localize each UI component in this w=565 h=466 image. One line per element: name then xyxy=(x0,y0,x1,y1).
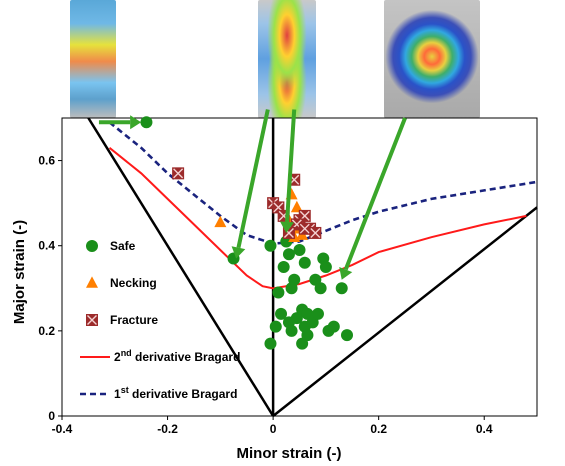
x-tick-label: -0.4 xyxy=(52,422,73,436)
fracture-point-0 xyxy=(172,167,185,180)
safe-point-31 xyxy=(311,307,324,320)
legend-item-4: 1st derivative Bragard xyxy=(80,385,237,401)
legend-marker-2 xyxy=(86,314,98,326)
y-tick-label: 0.6 xyxy=(38,154,55,168)
arrow-to-plane-strain xyxy=(231,109,270,259)
legend-item-1: Necking xyxy=(86,276,157,290)
safe-point-25 xyxy=(264,337,277,350)
safe-point-18 xyxy=(314,282,327,295)
fracture-point-10 xyxy=(309,226,322,239)
safe-point-7 xyxy=(282,248,295,261)
legend-label-1: Necking xyxy=(110,276,157,290)
y-tick-label: 0 xyxy=(48,409,55,423)
legend-label-0: Safe xyxy=(110,239,136,253)
x-tick-label: 0.2 xyxy=(370,422,387,436)
safe-point-9 xyxy=(288,273,301,286)
safe-point-4 xyxy=(275,307,288,320)
safe-point-23 xyxy=(335,282,348,295)
safe-point-24 xyxy=(341,329,353,342)
specimen-photo-dome xyxy=(384,0,480,118)
x-tick-label: 0.4 xyxy=(476,422,493,436)
legend-marker-1 xyxy=(86,276,98,288)
y-axis-label: Major strain (-) xyxy=(11,220,28,324)
arrow-to-necking-group xyxy=(280,109,297,233)
arrow-to-safe-point xyxy=(98,115,142,130)
safe-point-5 xyxy=(277,261,290,273)
safe-point-11 xyxy=(298,256,311,269)
safe-point-28 xyxy=(285,324,298,337)
safe-point-30 xyxy=(301,329,314,342)
x-tick-label: -0.2 xyxy=(157,422,178,436)
legend-label-3: 2nd derivative Bragard xyxy=(114,348,240,364)
safe-point-20 xyxy=(319,261,332,273)
series-line-3 xyxy=(108,147,527,290)
legend-item-3: 2nd derivative Bragard xyxy=(80,348,240,364)
x-axis-label: Minor strain (-) xyxy=(237,445,342,462)
specimen-photo-narrow xyxy=(70,0,116,118)
safe-point-10 xyxy=(293,243,306,256)
safe-point-2 xyxy=(264,239,277,252)
safe-point-26 xyxy=(269,320,282,333)
x-tick-label: 0 xyxy=(270,422,277,436)
arrow-to-biaxial xyxy=(339,117,407,280)
legend-label-4: 1st derivative Bragard xyxy=(114,385,237,401)
right-limit-line xyxy=(272,206,538,417)
y-tick-label: 0.4 xyxy=(38,239,55,253)
fracture-point-9 xyxy=(298,222,311,235)
legend-marker-0 xyxy=(86,240,98,252)
plot-area-frame xyxy=(61,117,538,417)
legend-item-2: Fracture xyxy=(86,313,158,327)
y-tick-label: 0.2 xyxy=(38,324,55,338)
safe-point-0 xyxy=(140,116,153,129)
left-limit-line xyxy=(87,117,275,417)
legend-item-0: Safe xyxy=(86,239,136,253)
necking-point-3 xyxy=(290,200,303,213)
safe-point-3 xyxy=(272,286,285,299)
legend-label-2: Fracture xyxy=(110,313,158,327)
series-line-4 xyxy=(108,121,538,245)
specimen-photo-notched xyxy=(258,0,316,118)
safe-point-22 xyxy=(327,320,340,333)
necking-point-0 xyxy=(214,215,227,228)
